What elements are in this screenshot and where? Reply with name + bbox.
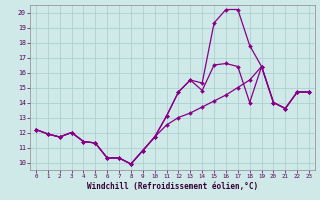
X-axis label: Windchill (Refroidissement éolien,°C): Windchill (Refroidissement éolien,°C) — [87, 182, 258, 191]
